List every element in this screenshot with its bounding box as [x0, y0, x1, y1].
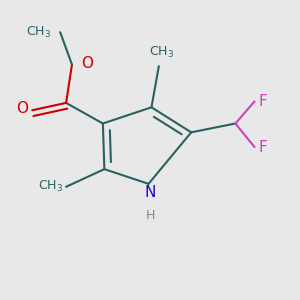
Text: F: F	[259, 94, 268, 109]
Text: H: H	[145, 209, 155, 222]
Text: N: N	[144, 185, 156, 200]
Text: F: F	[259, 140, 268, 154]
Text: CH$_3$: CH$_3$	[149, 45, 174, 60]
Text: O: O	[81, 56, 93, 70]
Text: CH$_3$: CH$_3$	[38, 179, 63, 194]
Text: O: O	[16, 101, 28, 116]
Text: CH$_3$: CH$_3$	[26, 25, 51, 40]
